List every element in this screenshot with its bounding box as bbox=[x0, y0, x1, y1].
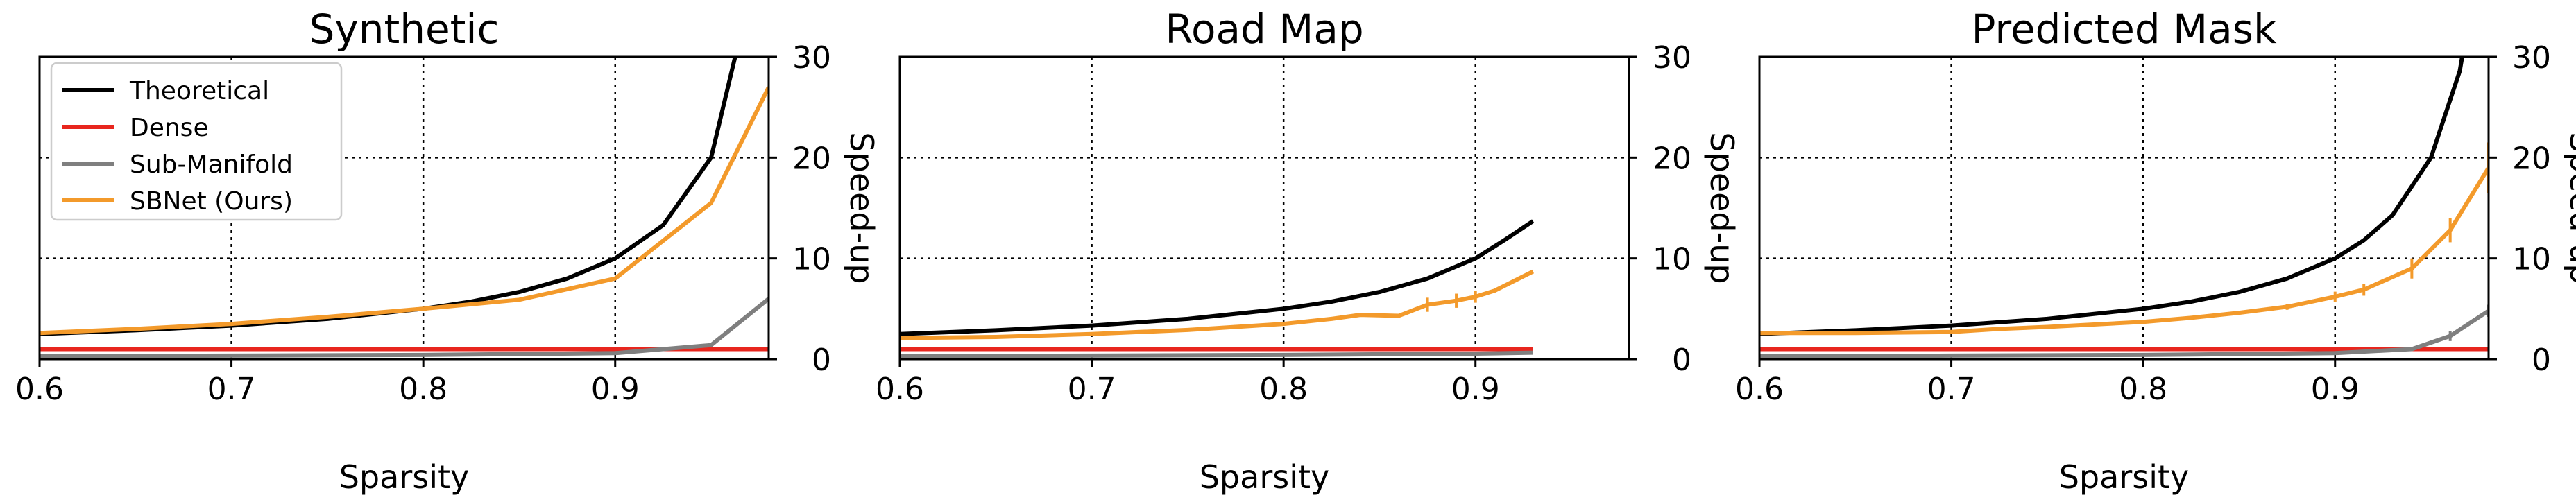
plot-area bbox=[40, 57, 769, 358]
legend-entry-label: Sub-Manifold bbox=[130, 150, 293, 179]
plot-area bbox=[900, 219, 1535, 358]
x-tick-label: 0.7 bbox=[207, 372, 256, 407]
x-axis-label: Sparsity bbox=[2059, 458, 2190, 496]
y-tick-label: 30 bbox=[2512, 40, 2551, 76]
y-axis-label: Speed-up bbox=[1703, 132, 1741, 284]
chart-panel-2: 0.6 0.7 0.8 0.9 0 10 20 30 Road Map Sparsity Speed… bbox=[876, 6, 1741, 496]
legend: Theoretical Dense Sub-Manifold SBNet (Ours) bbox=[50, 62, 343, 221]
x-tick-label: 0.7 bbox=[1927, 372, 1976, 407]
chart-title: Road Map bbox=[1165, 6, 1363, 53]
chart-panel-3: 0.6 0.7 0.8 0.9 0 10 20 30 Predicted Mask Sparsit… bbox=[1735, 6, 2576, 496]
y-tick-label: 0 bbox=[812, 343, 831, 378]
axes-frame bbox=[1758, 55, 2490, 361]
x-tick-label: 0.8 bbox=[2119, 372, 2167, 407]
y-tick-label: 20 bbox=[792, 141, 831, 176]
axes-frame bbox=[898, 55, 1630, 361]
y-tick-label: 10 bbox=[2512, 242, 2551, 277]
y-axis-label: Speed-up bbox=[2563, 132, 2576, 284]
x-tick-label: 0.9 bbox=[2311, 372, 2360, 407]
series-sub-manifold-line bbox=[40, 297, 769, 358]
axes-frame bbox=[38, 55, 770, 361]
legend-entry-label: SBNet (Ours) bbox=[130, 187, 293, 216]
x-tick-label: 0.9 bbox=[1451, 372, 1500, 407]
legend-entry-label: Dense bbox=[130, 114, 209, 142]
series-theoretical-line bbox=[1759, 57, 2464, 336]
y-tick-label: 0 bbox=[1672, 343, 1691, 378]
series-sbnet-ours-line bbox=[900, 269, 1535, 340]
x-tick-label: 0.7 bbox=[1068, 372, 1116, 407]
x-tick-label: 0.6 bbox=[15, 372, 64, 407]
y-tick-label: 10 bbox=[792, 242, 831, 277]
y-axis-label: Speed-up bbox=[843, 132, 880, 284]
series-theoretical-line bbox=[900, 219, 1535, 336]
y-tick-label: 30 bbox=[792, 40, 831, 76]
x-tick-label: 0.6 bbox=[876, 372, 924, 407]
x-axis-label: Sparsity bbox=[339, 458, 470, 496]
chart-title: Predicted Mask bbox=[1971, 6, 2277, 53]
series-sub-manifold-line bbox=[900, 350, 1533, 358]
x-tick-label: 0.8 bbox=[1259, 372, 1308, 407]
y-tick-label: 30 bbox=[1653, 40, 1691, 76]
legend-entry-label: Theoretical bbox=[129, 77, 269, 105]
chart-title: Synthetic bbox=[309, 6, 500, 53]
x-axis-label: Sparsity bbox=[1200, 458, 1330, 496]
x-tick-label: 0.6 bbox=[1735, 372, 1784, 407]
x-tick-label: 0.8 bbox=[399, 372, 447, 407]
legend-box bbox=[50, 62, 343, 221]
plot-area bbox=[1759, 57, 2489, 358]
series-sbnet-ours-line bbox=[1759, 166, 2489, 336]
y-tick-label: 20 bbox=[1653, 141, 1691, 176]
y-tick-label: 0 bbox=[2532, 343, 2551, 378]
y-tick-label: 20 bbox=[2512, 141, 2551, 176]
x-tick-label: 0.9 bbox=[591, 372, 640, 407]
y-tick-label: 10 bbox=[1653, 242, 1691, 277]
series-sbnet-ours-line bbox=[40, 86, 769, 336]
chart-panel-1: 0.6 0.7 0.8 0.9 0 10 20 30 Synthetic Sparsity Spee… bbox=[15, 6, 880, 496]
